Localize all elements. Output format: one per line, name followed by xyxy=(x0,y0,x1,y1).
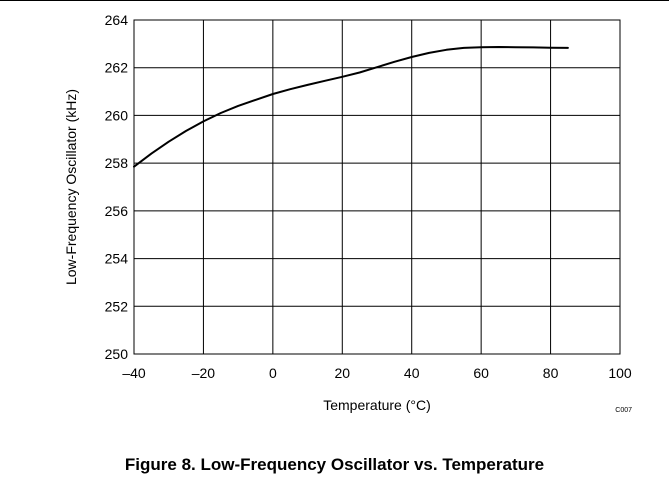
y-tick-labels: 250 252 254 256 258 260 262 264 xyxy=(105,12,129,362)
y-tick-label: 258 xyxy=(105,155,129,171)
top-rule xyxy=(0,0,669,1)
grid xyxy=(133,19,621,355)
x-axis-label: Temperature (°C) xyxy=(323,397,431,413)
y-tick-label: 256 xyxy=(105,203,129,219)
series-line xyxy=(133,46,569,168)
y-tick-label: 254 xyxy=(105,251,129,267)
x-tick-label: 80 xyxy=(543,365,559,381)
y-tick-label: 252 xyxy=(105,298,129,314)
y-tick-label: 250 xyxy=(105,346,129,362)
x-tick-label: –20 xyxy=(192,365,216,381)
x-tick-label: 0 xyxy=(269,365,277,381)
x-tick-labels: –40 –20 0 20 40 60 80 100 xyxy=(122,365,632,381)
figure-code: C007 xyxy=(615,407,632,414)
x-tick-label: –40 xyxy=(122,365,146,381)
y-tick-label: 262 xyxy=(105,60,129,76)
y-tick-label: 264 xyxy=(105,12,129,28)
x-tick-label: 100 xyxy=(608,365,632,381)
x-tick-label: 20 xyxy=(334,365,350,381)
x-tick-label: 60 xyxy=(473,365,489,381)
plot-frame xyxy=(133,19,621,355)
chart: 250 252 254 256 258 260 262 264 –40 –20 0 20 40 60 80… xyxy=(63,12,632,414)
y-tick-label: 260 xyxy=(105,107,129,123)
x-tick-label: 40 xyxy=(404,365,420,381)
y-axis-label: Low-Frequency Oscillator (kHz) xyxy=(63,89,79,285)
figure-caption: Figure 8. Low-Frequency Oscillator vs. T… xyxy=(124,455,545,474)
